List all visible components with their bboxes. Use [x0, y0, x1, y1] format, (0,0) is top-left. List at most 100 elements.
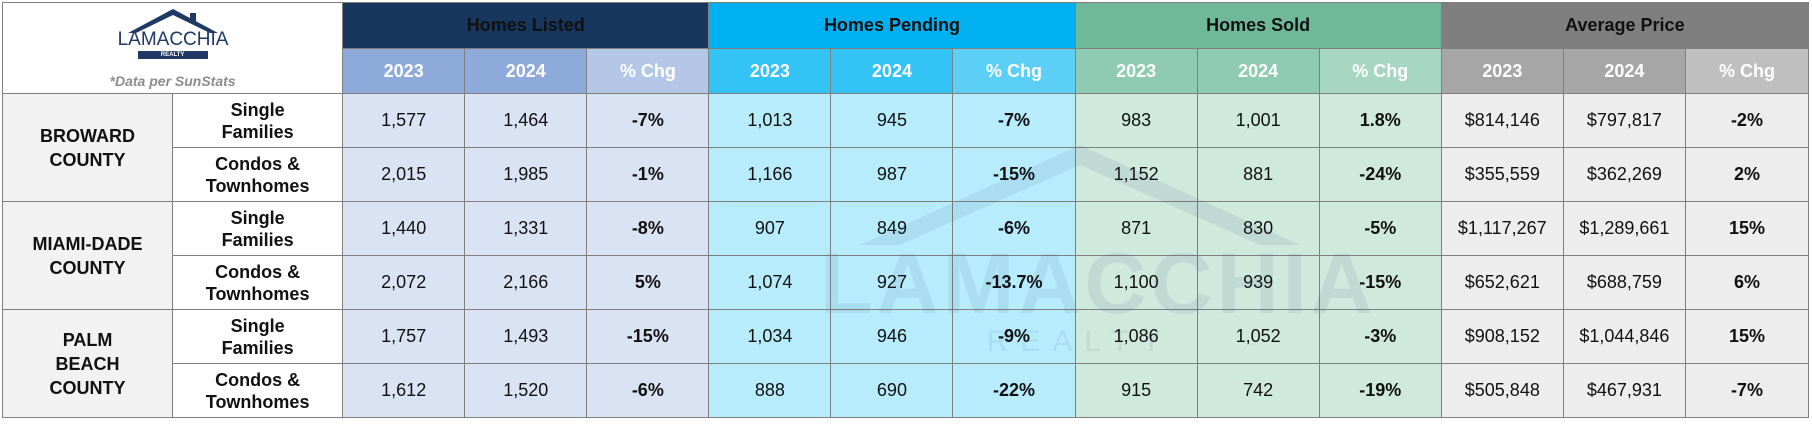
value-cell: 1,577	[342, 93, 466, 148]
data-source-note: *Data per SunStats	[109, 73, 236, 89]
year-header: 2024	[464, 48, 588, 94]
county-label: MIAMI-DADE COUNTY	[1, 201, 174, 310]
property-type-label: Single Families	[172, 309, 344, 364]
value-cell: 849	[830, 201, 954, 256]
value-cell: 1,152	[1074, 147, 1198, 202]
table-row: Condos & Townhomes 2,015 1,985 -1% 1,166 987 -…	[3, 147, 1810, 202]
value-cell: $355,559	[1440, 147, 1564, 202]
year-header: 2024	[1562, 48, 1686, 94]
value-cell: 1,520	[464, 363, 588, 418]
table-row: MIAMI-DADE COUNTY Single Families 1,440 1,3…	[1, 201, 1810, 310]
value-cell: 1,493	[464, 309, 588, 364]
table-row: PALM BEACH COUNTY Single Families 1,757 1,4…	[1, 309, 1810, 418]
lamacchia-logo: LAMACCHIA REALTY	[118, 7, 228, 59]
house-roof-icon	[127, 9, 218, 33]
value-cell: $467,931	[1562, 363, 1686, 418]
pct-change-cell: -2%	[1684, 93, 1810, 148]
value-cell: $688,759	[1562, 255, 1686, 310]
pct-change-cell: -7%	[952, 93, 1076, 148]
value-cell: 830	[1196, 201, 1320, 256]
year-header: 2023	[1074, 48, 1198, 94]
pct-change-cell: -7%	[1684, 363, 1810, 418]
value-cell: 1,757	[342, 309, 466, 364]
value-cell: 1,440	[342, 201, 466, 256]
value-cell: 1,464	[464, 93, 588, 148]
county-label: PALM BEACH COUNTY	[1, 309, 174, 418]
pct-change-header: % Chg	[952, 48, 1076, 94]
value-cell: $1,044,846	[1562, 309, 1686, 364]
pct-change-cell: -24%	[1318, 147, 1442, 202]
pct-change-cell: 15%	[1684, 201, 1810, 256]
pct-change-cell: -1%	[586, 147, 710, 202]
pct-change-header: % Chg	[1684, 48, 1810, 94]
value-cell: 1,166	[708, 147, 832, 202]
market-stats-table: LAMACCHIA REALTY *Data per SunStats Home…	[1, 2, 1810, 418]
value-cell: $814,146	[1440, 93, 1564, 148]
value-cell: 945	[830, 93, 954, 148]
value-cell: 2,166	[464, 255, 588, 310]
value-cell: 1,331	[464, 201, 588, 256]
property-type-label: Single Families	[172, 201, 344, 256]
table-body: BROWARD COUNTY Single Families 1,577 1,464-…	[1, 93, 1810, 418]
group-homes-pending: Homes Pending	[708, 2, 1076, 49]
pct-change-cell: -8%	[586, 201, 710, 256]
group-homes-listed: Homes Listed	[342, 2, 710, 49]
table-row: BROWARD COUNTY Single Families 1,577 1,464-…	[1, 93, 1810, 202]
property-type-label: Condos & Townhomes	[172, 255, 344, 310]
value-cell: $505,848	[1440, 363, 1564, 418]
value-cell: 2,072	[342, 255, 466, 310]
value-cell: 1,100	[1074, 255, 1198, 310]
property-type-label: Condos & Townhomes	[172, 363, 344, 418]
pct-change-cell: 1.8%	[1318, 93, 1442, 148]
county-label: BROWARD COUNTY	[1, 93, 174, 202]
pct-change-cell: -15%	[1318, 255, 1442, 310]
pct-change-cell: -13.7%	[952, 255, 1076, 310]
value-cell: 1,074	[708, 255, 832, 310]
value-cell: 742	[1196, 363, 1320, 418]
year-header: 2024	[1196, 48, 1320, 94]
table-row: Condos & Townhomes 2,072 2,166 5% 1,074 927 -1…	[3, 255, 1810, 310]
value-cell: $1,117,267	[1440, 201, 1564, 256]
group-homes-sold: Homes Sold	[1074, 2, 1442, 49]
value-cell: 946	[830, 309, 954, 364]
pct-change-cell: -3%	[1318, 309, 1442, 364]
value-cell: 1,086	[1074, 309, 1198, 364]
value-cell: 1,034	[708, 309, 832, 364]
value-cell: $652,621	[1440, 255, 1564, 310]
year-header: 2023	[1440, 48, 1564, 94]
value-cell: 915	[1074, 363, 1198, 418]
group-average-price: Average Price	[1440, 2, 1810, 49]
value-cell: 690	[830, 363, 954, 418]
pct-change-cell: 5%	[586, 255, 710, 310]
pct-change-cell: 6%	[1684, 255, 1810, 310]
logo-realty: REALTY	[137, 51, 208, 59]
value-cell: $797,817	[1562, 93, 1686, 148]
value-cell: $908,152	[1440, 309, 1564, 364]
value-cell: 871	[1074, 201, 1198, 256]
pct-change-cell: -6%	[952, 201, 1076, 256]
pct-change-cell: -15%	[586, 309, 710, 364]
pct-change-cell: 2%	[1684, 147, 1810, 202]
value-cell: 987	[830, 147, 954, 202]
pct-change-header: % Chg	[1318, 48, 1442, 94]
value-cell: 983	[1074, 93, 1198, 148]
pct-change-cell: -22%	[952, 363, 1076, 418]
logo-name: LAMACCHIA	[117, 29, 229, 50]
value-cell: 1,013	[708, 93, 832, 148]
table-row: Condos & Townhomes 1,612 1,520 -6% 888 690 -22…	[3, 363, 1810, 418]
year-header: 2023	[708, 48, 832, 94]
pct-change-header: % Chg	[586, 48, 710, 94]
value-cell: $362,269	[1562, 147, 1686, 202]
value-cell: $1,289,661	[1562, 201, 1686, 256]
value-cell: 2,015	[342, 147, 466, 202]
pct-change-cell: -7%	[586, 93, 710, 148]
property-type-label: Condos & Townhomes	[172, 147, 344, 202]
value-cell: 1,001	[1196, 93, 1320, 148]
value-cell: 1,612	[342, 363, 466, 418]
value-cell: 1,985	[464, 147, 588, 202]
value-cell: 939	[1196, 255, 1320, 310]
pct-change-cell: 15%	[1684, 309, 1810, 364]
value-cell: 881	[1196, 147, 1320, 202]
pct-change-cell: -6%	[586, 363, 710, 418]
